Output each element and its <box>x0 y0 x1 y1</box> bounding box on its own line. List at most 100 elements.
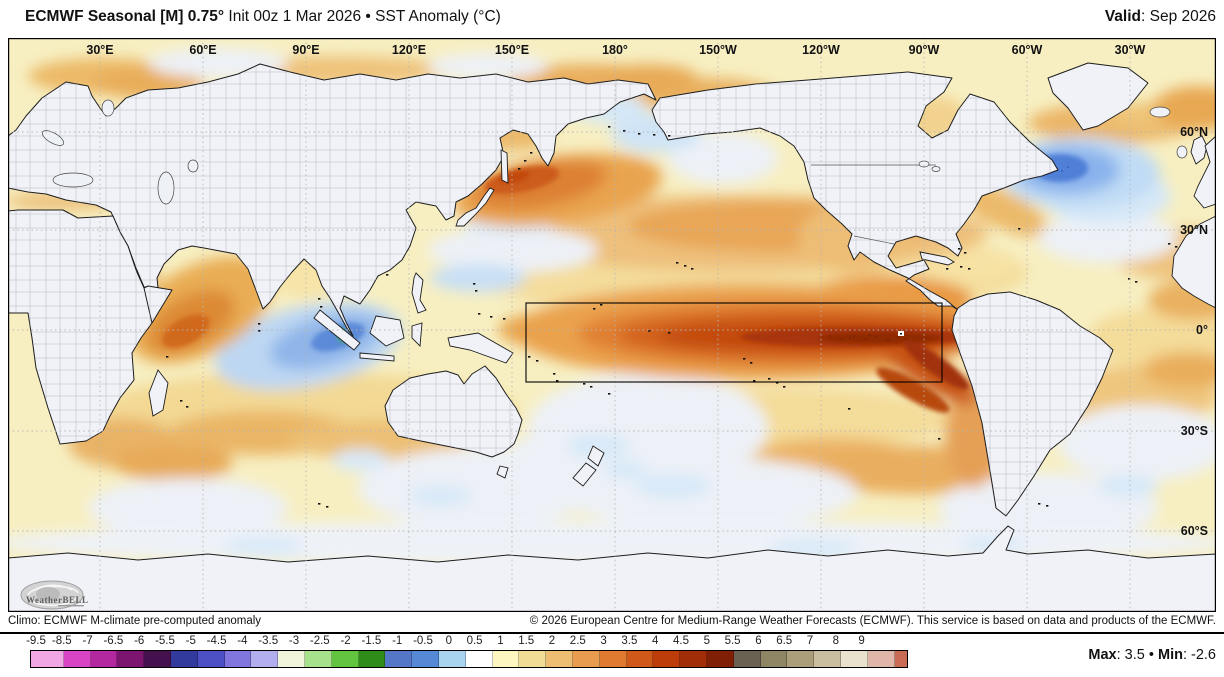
inland-sea <box>187 159 199 173</box>
colorbar-tick: 8 <box>832 635 839 647</box>
colorbar-tick: -4.5 <box>206 635 227 647</box>
colorbar-cell <box>519 651 547 667</box>
colorbar-cell <box>572 651 600 667</box>
land-island <box>447 332 514 364</box>
anomaly-blue-antarctic-1 <box>223 537 303 555</box>
max-min-stats: Max: 3.5 • Min: -2.6 <box>1088 647 1216 663</box>
land-island <box>496 465 509 479</box>
anomaly-blue-s-ind-2 <box>408 485 472 507</box>
colorbar-cell <box>144 651 171 667</box>
anomaly-white-ne-pac <box>668 132 778 184</box>
land-antarctica <box>7 525 1217 613</box>
colorbar-tick: -2.5 <box>309 635 330 647</box>
climo-note: Climo: ECMWF M-climate pre-computed anom… <box>8 615 262 627</box>
land-island <box>587 445 605 467</box>
colorbar-tick: 1 <box>497 635 504 647</box>
inland-sea <box>101 99 115 117</box>
colorbar-cell <box>814 651 841 667</box>
valid-label: Valid <box>1104 8 1142 25</box>
lat-label: 60°N <box>1180 125 1208 139</box>
colorbar-cell <box>197 651 225 667</box>
valid-value: : Sep 2026 <box>1141 8 1216 25</box>
inland-sea <box>1149 106 1171 118</box>
colorbar-cell <box>63 651 91 667</box>
lon-label: 150°E <box>495 43 529 57</box>
colorbar-tick: 4 <box>651 635 659 647</box>
colorbar-tick: -5.5 <box>155 635 175 647</box>
colorbar-cell <box>760 651 788 667</box>
colorbar-tick: 3.5 <box>621 635 638 647</box>
lon-label: 90°W <box>909 43 940 57</box>
land-greenland <box>1047 62 1149 131</box>
colorbar-cell <box>546 651 573 667</box>
colorbar-cell <box>680 651 707 667</box>
us-borders <box>811 164 936 245</box>
lat-label: 30°S <box>1181 424 1208 438</box>
colorbar-cell <box>90 651 118 667</box>
colorbar-cell <box>224 651 252 667</box>
colorbar-tick: 6 <box>755 635 762 647</box>
colorbar-tick: -9.5 <box>26 635 46 647</box>
colorbar-cell <box>733 651 761 667</box>
colorbar-cell <box>37 651 64 667</box>
colorbar-tick: 2.5 <box>569 635 586 647</box>
colorbar-tick: -3 <box>288 635 300 647</box>
colorbar-cell <box>358 651 386 667</box>
colorbar-cell <box>278 651 305 667</box>
colorbar-tick: -4 <box>237 635 248 647</box>
lon-label: 180° <box>602 43 628 57</box>
anomaly-blue-s-ind-1 <box>332 449 388 471</box>
colorbar-tick: -3.5 <box>258 635 279 647</box>
colorbar-tick: 6.5 <box>776 635 793 647</box>
anomaly-white-s-indian <box>358 448 598 528</box>
lon-label: 120°W <box>802 43 840 57</box>
anomaly-eq-coastal-tongue <box>870 331 976 405</box>
colorbar-cell <box>412 651 439 667</box>
colorbar-tick: 5 <box>703 635 710 647</box>
colorbar-cell <box>840 651 868 667</box>
colorbar <box>30 650 908 668</box>
anomaly-orange-s-atl-2 <box>1143 352 1224 388</box>
colorbar-tick: 0 <box>445 635 452 647</box>
inland-sea <box>52 172 94 188</box>
lon-label: 60°W <box>1012 43 1043 57</box>
anomaly-blue-nz-east <box>604 460 648 480</box>
land-island <box>919 251 955 266</box>
title-model: ECMWF Seasonal [M] 0.75° <box>25 8 225 25</box>
colorbar-tick: -2 <box>340 635 351 647</box>
colorbar-cell <box>331 651 359 667</box>
anomaly-blue-s-pac-1 <box>566 433 630 459</box>
lon-label: 30°W <box>1115 43 1146 57</box>
colorbar-tick: -5 <box>185 635 196 647</box>
min-value: : -2.6 <box>1182 647 1216 663</box>
divider-line <box>0 632 1224 634</box>
lon-label: 120°E <box>392 43 426 57</box>
colorbar-cell <box>304 651 332 667</box>
anomaly-eq-coast-dark-2 <box>876 367 950 413</box>
header: ECMWF Seasonal [M] 0.75° Init 00z 1 Mar … <box>0 0 1224 36</box>
anomaly-eq-coast-dark <box>903 340 969 390</box>
colorbar-cell <box>626 651 654 667</box>
anomaly-arabian-core <box>162 314 210 348</box>
colorbar-cell <box>653 651 681 667</box>
title-detail: Init 00z 1 Mar 2026 • SST Anomaly (°C) <box>224 8 501 25</box>
weatherbell-logo: WeatherBELL <box>20 580 88 610</box>
inland-sea <box>931 166 941 172</box>
lat-label: 30°N <box>1180 223 1208 237</box>
colorbar-cell <box>251 651 279 667</box>
colorbar-tick: -8.5 <box>51 635 72 647</box>
colorbar-tick: -0.5 <box>413 635 433 647</box>
anomaly-white-s-indian-2 <box>88 478 288 538</box>
colorbar-tick: 3 <box>600 635 607 647</box>
colorbar-cell <box>117 651 145 667</box>
inland-sea <box>41 130 65 146</box>
colorbar-tick: 2 <box>548 635 556 647</box>
lat-label: 60°S <box>1181 524 1208 538</box>
land-island <box>411 322 423 348</box>
colorbar-cell <box>170 651 198 667</box>
anomaly-eq-tongue-L6 <box>818 332 942 344</box>
colorbar-cell <box>385 651 413 667</box>
inland-sea <box>157 171 175 205</box>
lon-label: 90°E <box>292 43 319 57</box>
